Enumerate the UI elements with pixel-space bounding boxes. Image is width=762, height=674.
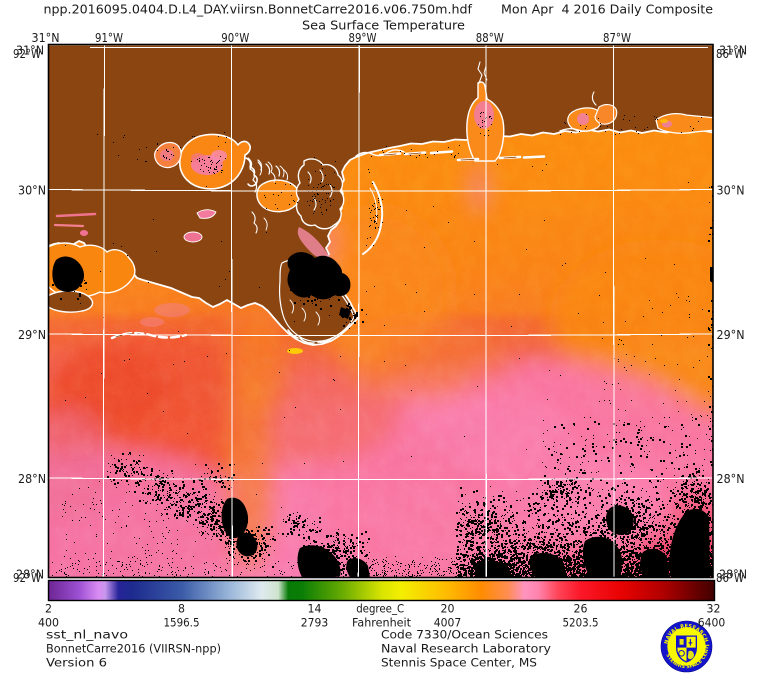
colorbar-tick-c-32: 32 — [707, 601, 721, 615]
lon-label-90w: 90°W — [221, 31, 249, 45]
colorbar-tick-c-20: 20 — [441, 601, 455, 615]
title-date: Mon Apr 4 2016 Daily Composite — [501, 2, 713, 17]
grid-lines — [49, 45, 713, 577]
colorbar-labels: 2 8 14 20 26 32 400 1596.5 2793 4007 5203.5 6400 — [38, 601, 725, 629]
title-filename: npp.2016095.0404.D.L4_DAY.viirsn.BonnetC… — [44, 2, 473, 17]
lat-label-29n-right: 29°N — [717, 328, 745, 342]
colorbar-unit-celsius: degree_C — [356, 601, 404, 615]
corner-label-bottom-left-lon: 92°W — [13, 571, 41, 585]
lon-label-89w: 89°W — [349, 31, 377, 45]
logo-ring-text-bottom: STENNIS SPACE CENTER, MS — [0, 0, 710, 670]
title-product: Sea Surface Temperature — [302, 18, 465, 33]
colorbar-tick-f-400: 400 — [38, 615, 59, 629]
corner-label-bottom-right-lon: 86°W — [716, 571, 744, 585]
colorbar-tick-f-1596.5: 1596.5 — [164, 615, 200, 629]
lat-label-29n-left: 29°N — [18, 328, 46, 342]
footer-org-code: Code 7330/Ocean Sciences — [381, 627, 548, 641]
logo-ring-text-top: NAVAL RESEARCH LABORATORY — [0, 0, 709, 648]
footer-dataset-id: sst_nl_navo — [46, 627, 128, 641]
colorbar-unit-fahrenheit: Fahrenheit — [352, 615, 411, 629]
lon-label-88w: 88°W — [476, 31, 504, 45]
colorbar-tick-f-5203.5: 5203.5 — [563, 615, 599, 629]
logo-ring-text-bottom: STENNIS SPACE CENTER, MS — [0, 0, 710, 670]
nrl-seal-logo: NAVAL RESEARCH LABORATORY STENNIS SPACE … — [0, 0, 713, 673]
coastal-features — [49, 61, 713, 354]
footer-org-name: Naval Research Laboratory — [381, 641, 551, 655]
lat-label-31n-top: 31°N — [32, 31, 60, 45]
footer-version: Version 6 — [46, 655, 107, 669]
colorbar-tick-c-2: 2 — [45, 601, 52, 615]
colorbar-tick-f-2793: 2793 — [301, 615, 329, 629]
footer-dataset-name: BonnetCarre2016 (VIIRSN-npp) — [46, 641, 221, 655]
corner-label-bottom-left-lat: 28°N — [16, 568, 44, 582]
lat-label-28n-left: 28°N — [18, 472, 46, 486]
lon-label-91w: 91°W — [95, 31, 123, 45]
colorbar-tick-c-26: 26 — [574, 601, 588, 615]
colorbar-tick-c-14: 14 — [308, 601, 322, 615]
corner-label-top-right-lat: 31°N — [719, 44, 747, 58]
lat-label-28n-right: 28°N — [717, 472, 745, 486]
corner-label-bottom-right-lat: 28°N — [719, 568, 747, 582]
logo-ring-text-top: NAVAL RESEARCH LABORATORY — [0, 0, 709, 648]
map-frame-border — [47, 43, 714, 579]
colorbar-tick-f-4007: 4007 — [434, 615, 462, 629]
corner-label-top-right-lon: 86°W — [716, 47, 744, 61]
lat-label-30n-right: 30°N — [717, 184, 745, 198]
lon-label-87w: 87°W — [603, 31, 631, 45]
axis-labels: 31°N 91°W 90°W 89°W 88°W 87°W 30°N 29°N 28°N 30°N… — [13, 31, 747, 585]
footer-org-location: Stennis Space Center, MS — [381, 655, 537, 669]
corner-label-top-left-lon: 92°W — [13, 47, 41, 61]
corner-label-top-left-lat: 31°N — [16, 44, 44, 58]
logo-shield — [676, 635, 697, 663]
colorbar-tick-c-8: 8 — [178, 601, 185, 615]
colorbar-tick-f-6400: 6400 — [698, 615, 726, 629]
colorbar — [47, 579, 716, 602]
lat-label-30n-left: 30°N — [18, 184, 46, 198]
